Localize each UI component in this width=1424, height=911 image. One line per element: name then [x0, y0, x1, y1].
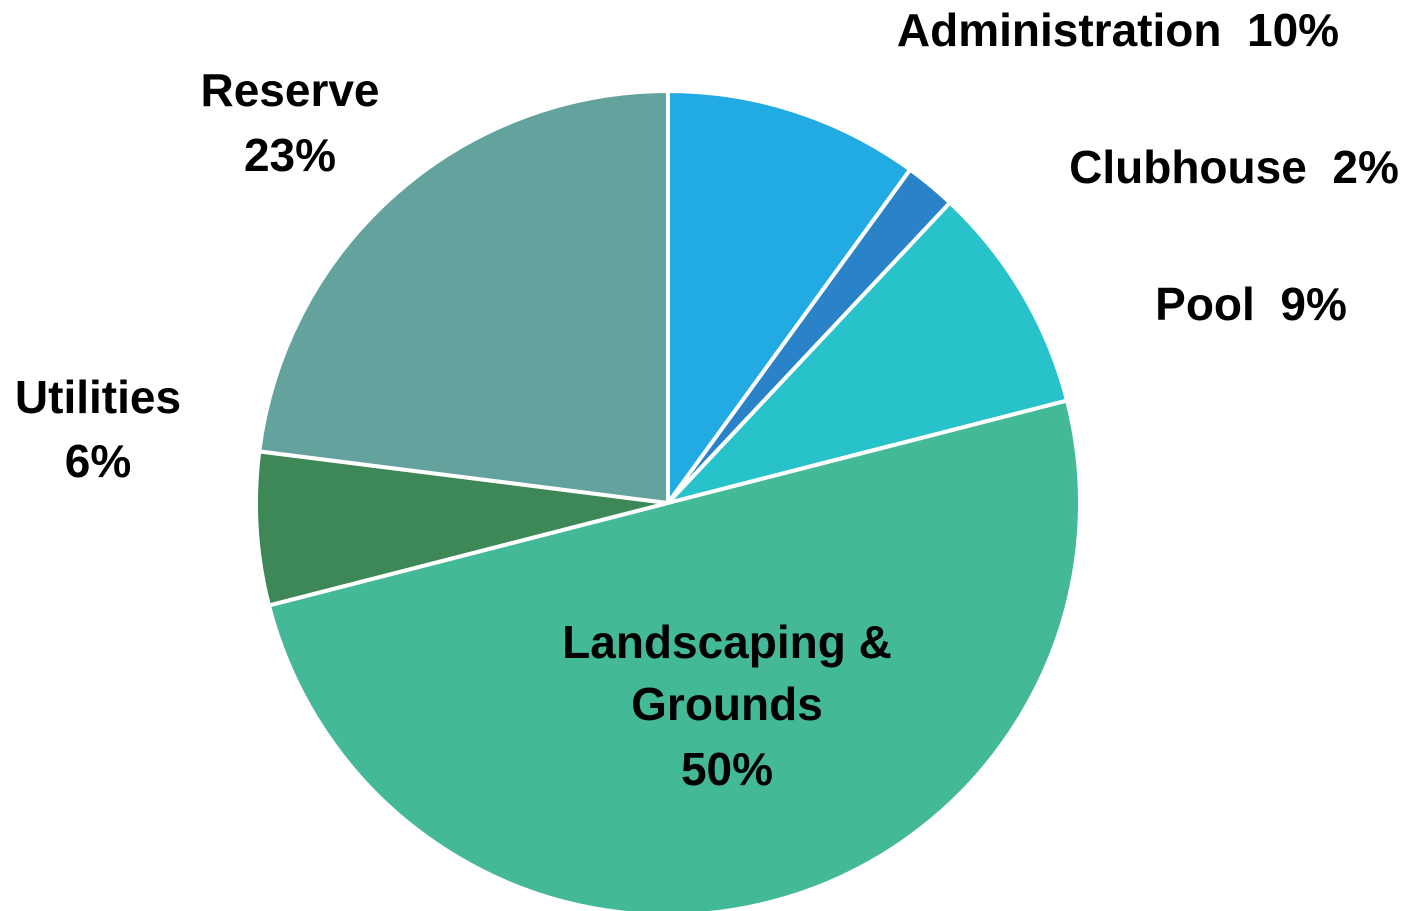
labels: Administration 10% Clubhouse 2% Pool 9% …	[15, 4, 1399, 795]
pie-slice-landscaping-grounds	[266, 398, 1082, 911]
label-utilities-name: Utilities	[15, 371, 181, 423]
label-reserve-pct: 23%	[244, 129, 336, 181]
pie-slice-utilities	[254, 449, 670, 608]
label-utilities-pct: 6%	[65, 435, 131, 487]
label-pool-name: Pool	[1155, 278, 1255, 330]
label-landscaping-line1: Landscaping &	[562, 616, 892, 668]
label-clubhouse: Clubhouse 2%	[1069, 141, 1399, 193]
label-clubhouse-pct: 2%	[1332, 141, 1398, 193]
pie-slice-reserve	[257, 89, 670, 505]
label-reserve-name: Reserve	[200, 64, 379, 116]
label-pool: Pool 9%	[1155, 278, 1347, 330]
label-clubhouse-name: Clubhouse	[1069, 141, 1307, 193]
label-pool-pct: 9%	[1280, 278, 1346, 330]
label-landscaping-pct: 50%	[681, 743, 773, 795]
label-administration-name: Administration	[897, 4, 1222, 56]
pie-slices	[254, 89, 1082, 911]
pie-slice-pool	[666, 200, 1070, 505]
pie-slice-administration	[666, 89, 913, 505]
label-landscaping-line2: Grounds	[631, 678, 823, 730]
label-landscaping-name: Landscaping & Grounds	[562, 616, 892, 730]
label-administration-pct: 10%	[1247, 4, 1339, 56]
label-administration: Administration 10%	[897, 4, 1339, 56]
